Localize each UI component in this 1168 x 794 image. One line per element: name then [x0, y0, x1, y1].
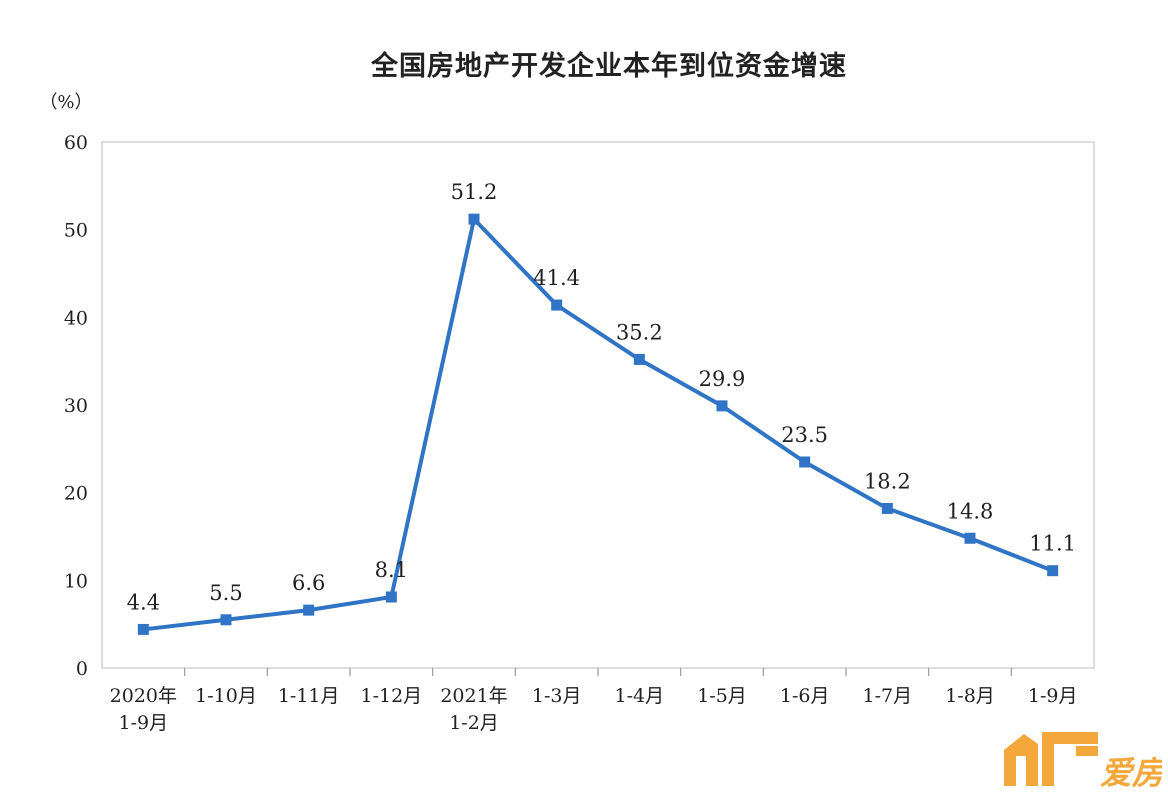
data-point	[881, 502, 893, 514]
data-label: 8.1	[375, 558, 408, 582]
series-line	[143, 217, 1054, 632]
house-logo-icon	[1004, 732, 1098, 786]
data-label: 35.2	[616, 320, 663, 344]
data-point	[220, 614, 232, 626]
data-label: 51.2	[451, 180, 498, 204]
watermark-text: 爱房	[1100, 754, 1162, 788]
data-label: 6.6	[292, 571, 325, 595]
x-tick-label: 1-10月	[195, 685, 257, 707]
y-tick-label: 30	[64, 395, 88, 417]
data-label: 23.5	[781, 423, 828, 447]
watermark-logo: 爱房	[1002, 726, 1167, 792]
x-tick-label: 1-12月	[360, 685, 422, 707]
data-point	[137, 623, 149, 635]
data-point	[716, 400, 728, 412]
data-point	[964, 532, 976, 544]
data-point	[551, 299, 563, 311]
data-point	[799, 456, 811, 468]
x-tick-label: 1-11月	[278, 685, 340, 707]
data-label: 14.8	[947, 499, 994, 523]
plot-frame	[101, 141, 1095, 669]
data-label: 4.4	[127, 590, 160, 614]
data-point	[633, 353, 645, 365]
y-tick-label: 10	[64, 570, 88, 592]
y-tick-label: 40	[64, 307, 88, 329]
chart-title: 全国房地产开发企业本年到位资金增速	[371, 51, 847, 82]
data-label: 41.4	[533, 266, 580, 290]
x-tick-label: 1-5月	[697, 685, 747, 707]
data-point	[385, 591, 397, 603]
x-tick-label: 2021年	[440, 685, 507, 707]
x-tick-label: 1-3月	[532, 685, 582, 707]
data-label: 11.1	[1029, 532, 1076, 556]
y-axis-unit-label: （%）	[39, 92, 92, 113]
x-tick-label: 1-6月	[780, 685, 830, 707]
x-tick-label: 1-4月	[615, 685, 665, 707]
y-axis: 0 10 20 30 40 50 60	[64, 132, 88, 680]
data-point	[303, 604, 315, 616]
data-label: 29.9	[699, 367, 746, 391]
data-label: 18.2	[864, 469, 911, 493]
data-point	[1047, 565, 1059, 577]
y-tick-label: 60	[64, 132, 88, 154]
x-tick-label: 1-9月	[119, 712, 169, 734]
y-tick-label: 0	[76, 658, 88, 680]
x-axis: 2020年 1-9月 1-10月 1-11月 1-12月 2021年 1-2月 1-3月 1-4…	[110, 668, 1078, 734]
x-tick-label: 1-9月	[1028, 685, 1078, 707]
data-point	[468, 213, 480, 225]
y-tick-label: 50	[64, 220, 88, 242]
x-tick-label: 2020年	[110, 685, 177, 707]
data-label: 5.5	[209, 581, 242, 605]
x-tick-label: 1-7月	[863, 685, 913, 707]
y-tick-label: 20	[64, 483, 88, 505]
x-tick-label: 1-8月	[945, 685, 995, 707]
series: 4.4 5.5 6.6 8.1 51.2 41.4 35.2 29.9 23.5 18.2 14.8…	[127, 180, 1076, 635]
x-tick-label: 1-2月	[449, 712, 499, 734]
